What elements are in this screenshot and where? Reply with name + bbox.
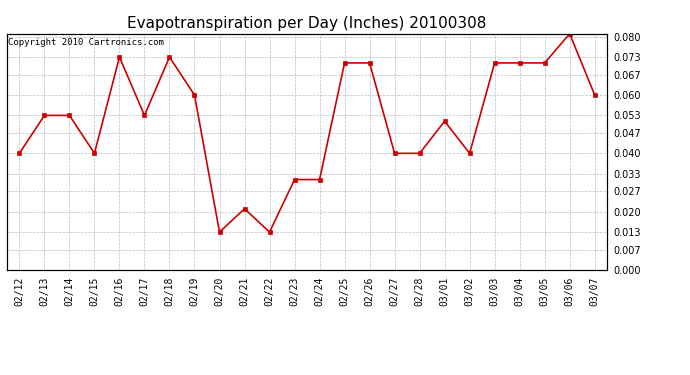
Title: Evapotranspiration per Day (Inches) 20100308: Evapotranspiration per Day (Inches) 2010… bbox=[128, 16, 486, 31]
Text: Copyright 2010 Cartronics.com: Copyright 2010 Cartronics.com bbox=[8, 39, 164, 48]
